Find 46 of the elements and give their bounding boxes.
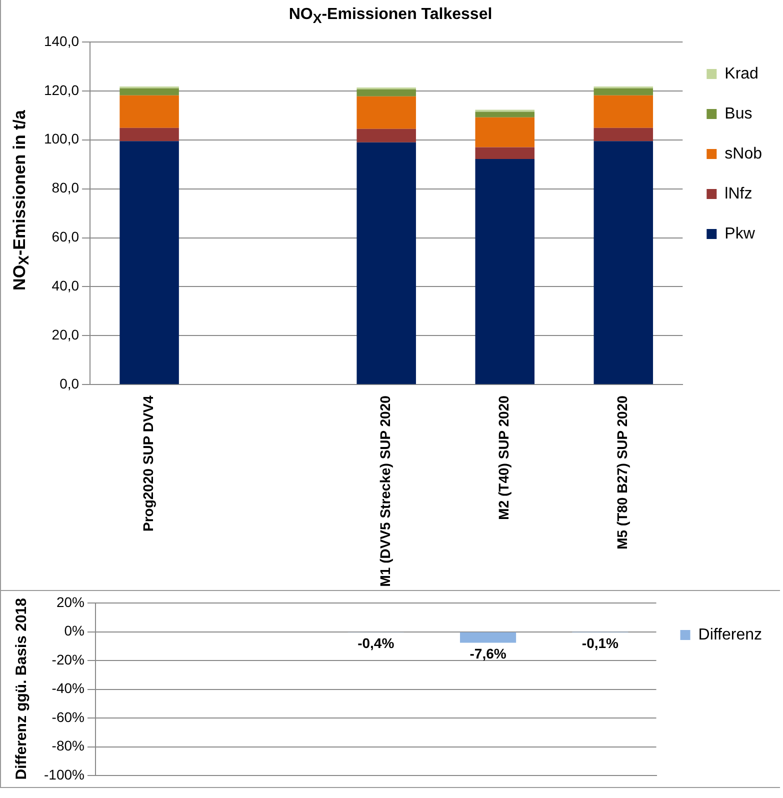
y-tick-label: -20% <box>52 651 84 668</box>
legend-label: Bus <box>724 105 752 122</box>
bar <box>120 141 179 384</box>
legend-label: Pkw <box>724 225 756 242</box>
chart-title: NO$_{X}$-Emissionen Talkessel <box>288 5 494 28</box>
data-label: -0,4% <box>358 635 395 652</box>
bar <box>475 117 534 148</box>
bar <box>120 88 179 96</box>
x-tick-label: M2 (T40) SUP 2020 <box>496 395 512 520</box>
y-tick-label: -60% <box>52 708 84 725</box>
bar <box>120 95 179 128</box>
bar <box>356 89 416 96</box>
y-tick-label: 0,0 <box>60 375 80 392</box>
x-tick-label: Prog2020 SUP DVV4 <box>140 395 156 532</box>
bar <box>594 128 654 142</box>
bar <box>356 142 416 384</box>
bar <box>475 112 534 118</box>
data-label: -7,6% <box>470 646 507 662</box>
y-tick-label: 0% <box>64 622 84 639</box>
y-tick-label: 120,0 <box>44 82 80 98</box>
bar <box>594 95 654 128</box>
y-tick-label: 40,0 <box>52 278 80 294</box>
y-tick-label: 60,0 <box>52 228 80 245</box>
bar <box>475 147 534 159</box>
legend-label: Differenz <box>698 626 762 644</box>
bar <box>594 141 654 384</box>
legend-label: lNfz <box>724 185 752 202</box>
y-tick-label: 20,0 <box>52 326 80 342</box>
y-tick-label: 140,0 <box>44 32 80 49</box>
data-label: -0,1% <box>582 635 620 652</box>
y-tick-label: 100,0 <box>44 130 80 147</box>
bar <box>594 88 654 96</box>
legend-label: sNob <box>724 145 762 162</box>
y-tick-label: -40% <box>52 680 84 696</box>
x-tick-label: M1 (DVV5 Strecke) SUP 2020 <box>377 395 394 587</box>
y-tick-label: 80,0 <box>52 180 80 196</box>
legend-label: Krad <box>724 65 758 82</box>
y-tick-label: -80% <box>52 738 84 754</box>
bar <box>120 128 179 142</box>
bar <box>475 158 534 384</box>
y-tick-label: -100% <box>44 766 84 782</box>
y-tick-label: 20% <box>56 594 84 610</box>
bar <box>356 128 416 142</box>
x-tick-label: M5 (T80 B27) SUP 2020 <box>614 395 630 550</box>
bar <box>356 96 416 129</box>
y-axis-title: Differenz ggü. Basis 2018 <box>12 598 30 780</box>
